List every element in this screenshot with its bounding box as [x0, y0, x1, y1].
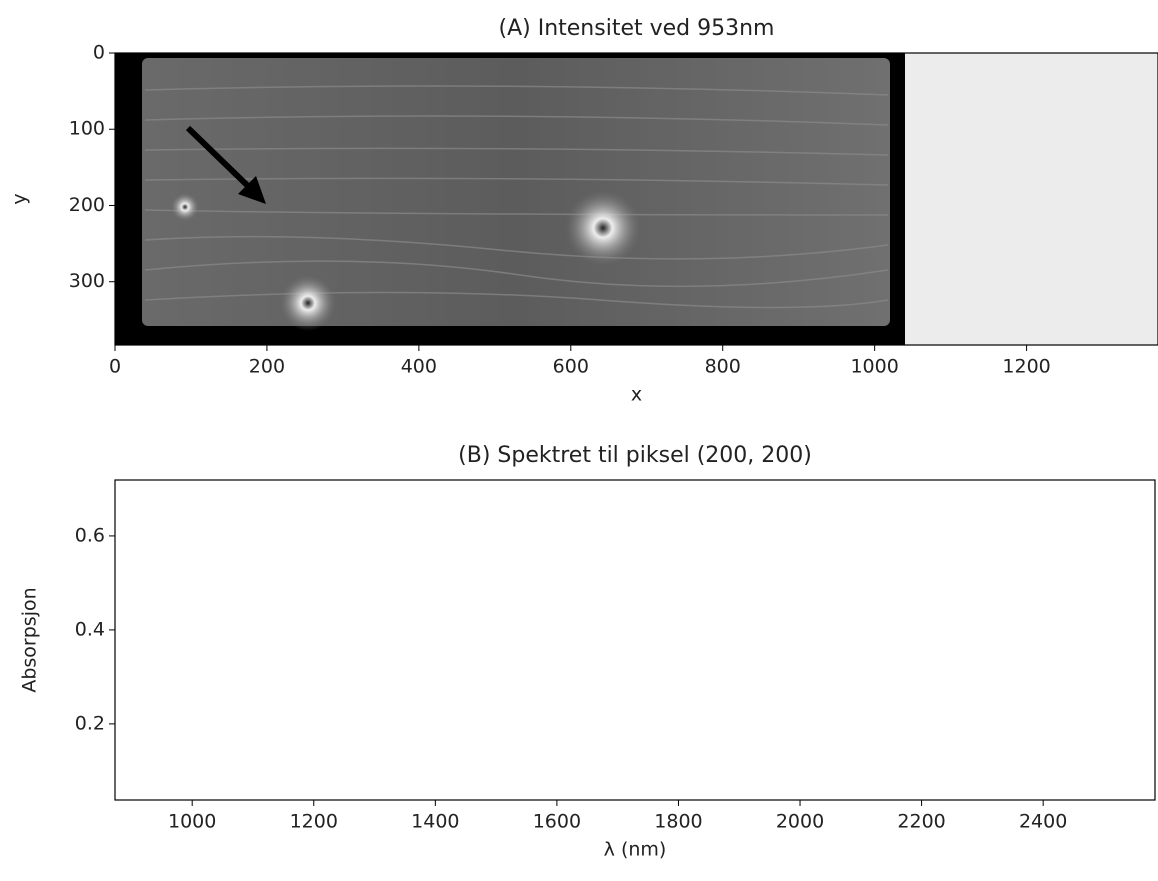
chart-title: (A) Intensitet ved 953nm: [499, 16, 775, 41]
y-tick-label: 0.2: [75, 712, 105, 734]
x-tick-label: 2400: [1019, 811, 1067, 833]
x-tick-label: 0: [109, 356, 121, 378]
y-tick-label: 0.4: [75, 618, 105, 640]
x-tick-label: 2200: [897, 811, 945, 833]
y-axis-label: y: [9, 193, 31, 204]
x-tick-label: 600: [553, 356, 589, 378]
x-tick-label: 1000: [850, 356, 898, 378]
x-tick-label: 1400: [411, 811, 459, 833]
y-tick-label: 0.6: [75, 524, 105, 546]
x-tick-label: 1800: [654, 811, 702, 833]
axes-frame: [114, 479, 1156, 801]
y-tick-label: 0: [93, 42, 105, 64]
axes-frame: [114, 52, 1158, 346]
x-tick-label: 1200: [290, 811, 338, 833]
x-axis-label: λ (nm): [604, 839, 667, 861]
y-tick-label: 300: [69, 270, 105, 292]
x-tick-label: 2000: [776, 811, 824, 833]
y-tick-label: 100: [69, 118, 105, 140]
x-tick-label: 400: [401, 356, 437, 378]
x-tick-label: 1000: [168, 811, 216, 833]
x-tick-label: 1600: [533, 811, 581, 833]
hyperspectral-image: [115, 53, 1158, 345]
chart-title: (B) Spektret til piksel (200, 200): [458, 443, 812, 468]
y-tick-label: 200: [69, 194, 105, 216]
x-tick-label: 800: [705, 356, 741, 378]
x-axis-label: x: [631, 384, 642, 406]
y-axis-label: Absorpsjon: [19, 587, 41, 692]
x-tick-label: 200: [249, 356, 285, 378]
x-tick-label: 1200: [1002, 356, 1050, 378]
